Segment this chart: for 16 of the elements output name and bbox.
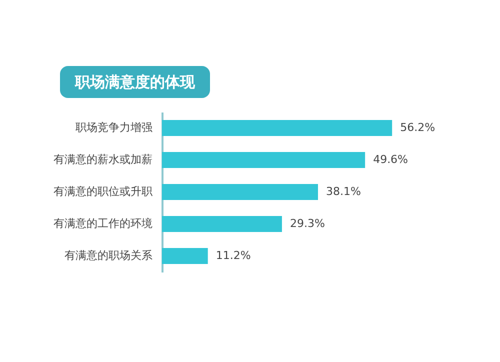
bar — [162, 184, 318, 200]
y-tick-label: 职场竞争力增强 — [76, 121, 152, 134]
data-label: 29.3% — [290, 217, 325, 230]
data-label: 38.1% — [326, 185, 361, 198]
data-label: 11.2% — [216, 249, 251, 262]
y-tick-label: 有满意的职场关系 — [64, 249, 152, 262]
y-tick-label: 有满意的职位或升职 — [54, 185, 152, 198]
chart-title: 职场满意度的体现 — [60, 66, 210, 98]
data-label: 56.2% — [400, 121, 436, 134]
bar — [162, 152, 366, 168]
bar — [162, 120, 392, 136]
bar — [162, 248, 208, 264]
y-tick-label: 有满意的薪水或加薪 — [54, 153, 152, 166]
data-label: 49.6% — [373, 153, 408, 166]
y-tick-label: 有满意的工作的环境 — [54, 217, 152, 230]
bar — [162, 216, 282, 232]
